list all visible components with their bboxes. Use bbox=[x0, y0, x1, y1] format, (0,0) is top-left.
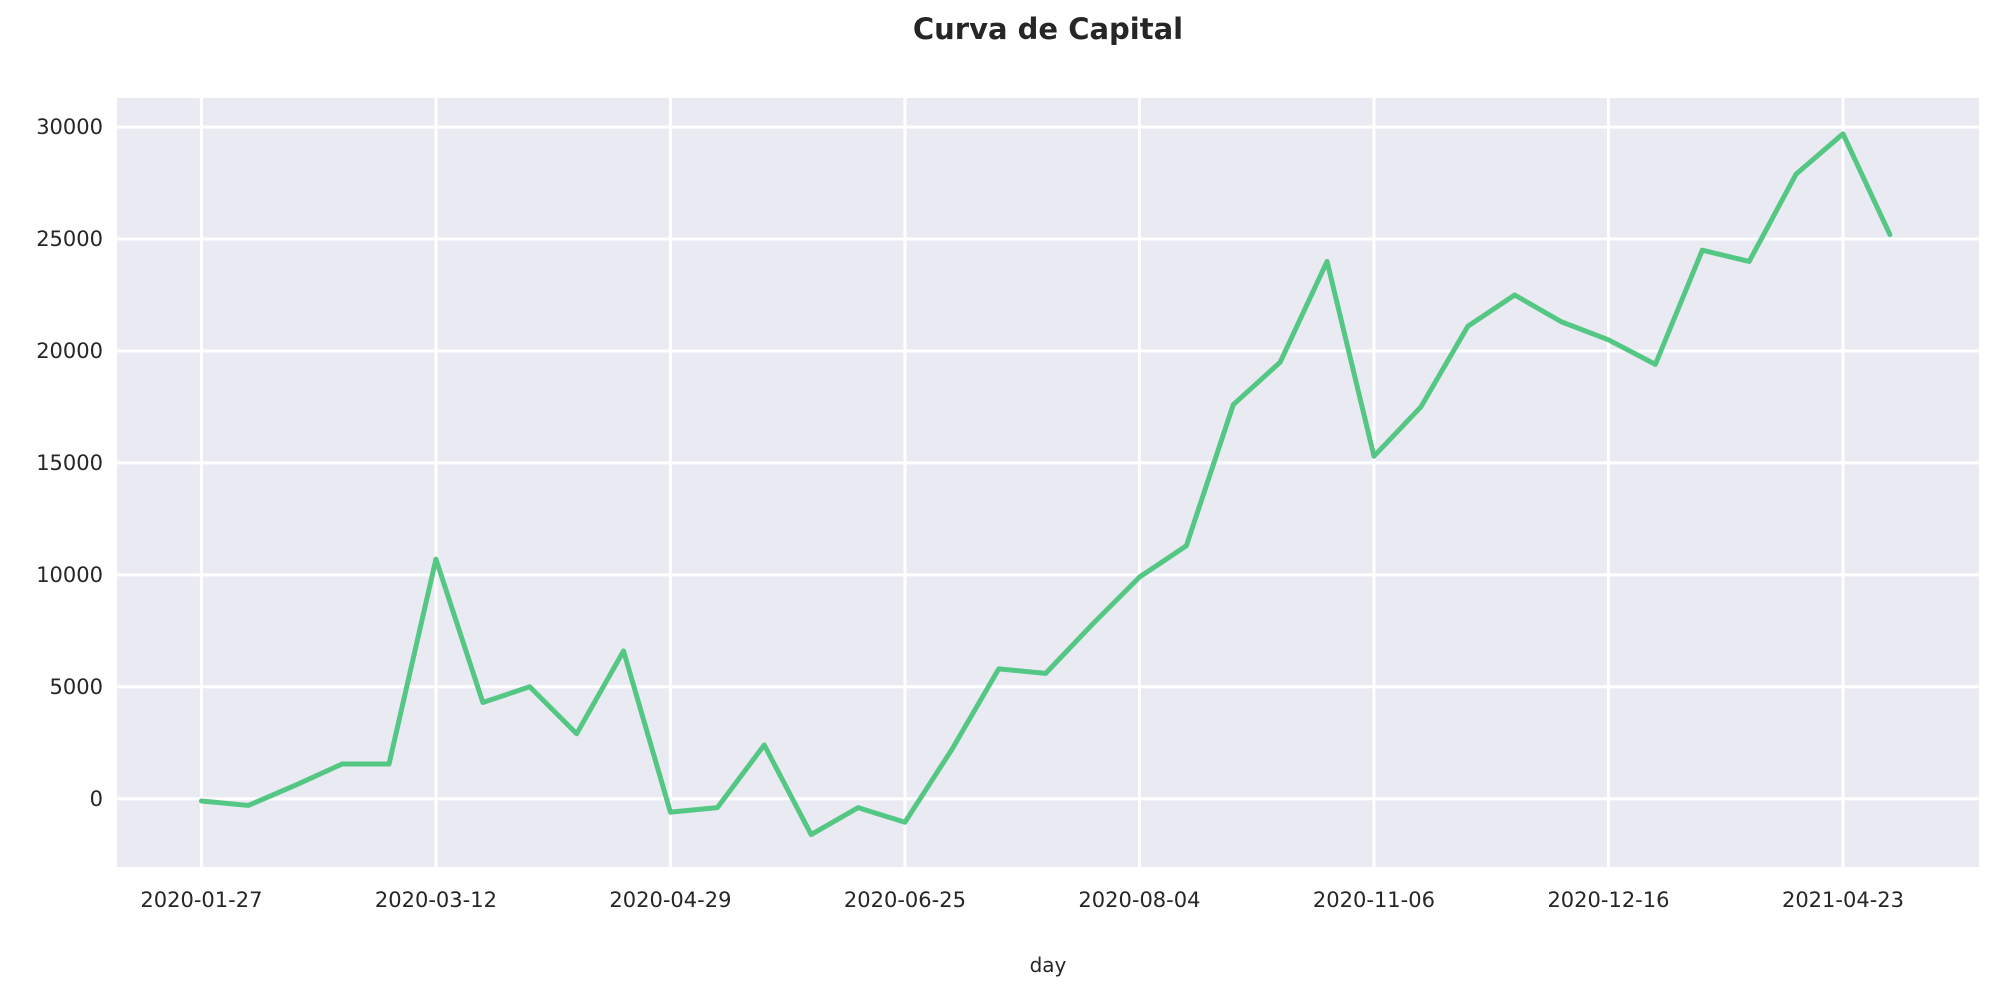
y-tick-label: 20000 bbox=[36, 338, 103, 363]
chart-title: Curva de Capital bbox=[912, 12, 1184, 46]
x-tick-label: 2020-12-16 bbox=[1547, 888, 1670, 912]
x-tick-label: 2020-03-12 bbox=[374, 888, 497, 912]
y-tick-label: 25000 bbox=[36, 227, 103, 252]
y-tick-label: 30000 bbox=[36, 115, 103, 140]
x-tick-label: 2020-06-25 bbox=[843, 888, 966, 912]
plot-area bbox=[117, 98, 1979, 867]
x-tick-label: 2021-04-23 bbox=[1781, 888, 1904, 912]
y-tick-label: 15000 bbox=[36, 450, 103, 475]
x-tick-label: 2020-11-06 bbox=[1312, 888, 1435, 912]
y-tick-label: 5000 bbox=[49, 674, 103, 699]
x-tick-label: 2020-01-27 bbox=[140, 888, 263, 912]
y-tick-label: 0 bbox=[89, 786, 103, 811]
x-tick-label: 2020-04-29 bbox=[609, 888, 732, 912]
y-tick-label: 10000 bbox=[36, 562, 103, 587]
x-axis-label: day bbox=[1029, 953, 1067, 977]
x-tick-label: 2020-08-04 bbox=[1078, 888, 1201, 912]
plot-svg bbox=[117, 98, 1979, 867]
capital-line bbox=[198, 131, 1893, 838]
